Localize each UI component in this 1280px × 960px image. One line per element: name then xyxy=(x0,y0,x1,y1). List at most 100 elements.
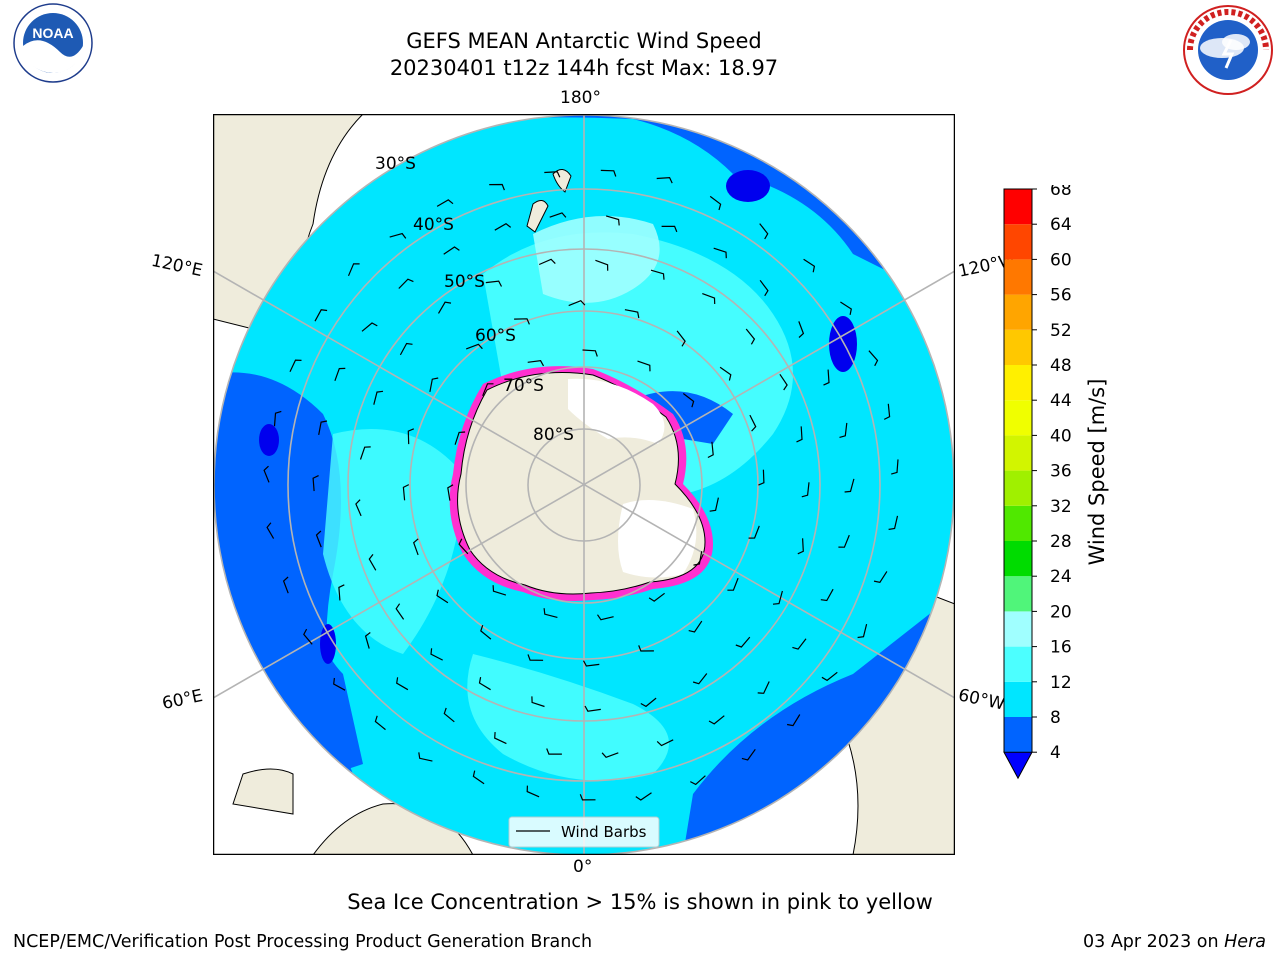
wind-barb xyxy=(709,195,722,211)
wind-barb xyxy=(579,794,596,801)
wind-barb xyxy=(347,263,360,277)
colorbar-tick-label: 16 xyxy=(1050,638,1072,658)
wind-barb xyxy=(757,681,770,694)
wind-barb xyxy=(494,222,512,231)
wind-barb xyxy=(786,714,801,727)
sea-ice-caption: Sea Ice Concentration > 15% is shown in … xyxy=(347,890,933,914)
wind-barb xyxy=(883,403,891,420)
map-title: GEFS MEAN Antarctic Wind Speed xyxy=(406,29,762,53)
wind-barb xyxy=(359,446,371,460)
small-landmasses xyxy=(526,169,572,233)
colorbar-tick-label: 60 xyxy=(1050,250,1072,270)
wind-barb xyxy=(648,592,665,602)
wind-barb xyxy=(600,169,617,177)
colorbar-extend-arrow xyxy=(1003,751,1033,780)
wind-barb xyxy=(355,499,362,517)
wind-barb xyxy=(361,322,378,332)
wind-barb xyxy=(549,212,567,218)
lon-label-60e: 60°E xyxy=(160,685,205,715)
wind-barb xyxy=(713,247,727,259)
wind-barb xyxy=(412,538,419,556)
wind-barb xyxy=(531,696,545,708)
wind-barb xyxy=(333,677,346,691)
wind-barb xyxy=(568,299,586,307)
wind-barb xyxy=(373,390,384,405)
wind-barb xyxy=(526,785,540,798)
wind-barb xyxy=(303,628,313,645)
wind-barb xyxy=(402,484,410,501)
noaa-logo-icon: NOAA xyxy=(0,2,106,84)
wind-barb xyxy=(538,258,556,266)
wind-barb xyxy=(702,293,716,305)
colorbar-segment xyxy=(1004,717,1032,753)
legend: Wind Barbs xyxy=(508,816,660,848)
wind-barb xyxy=(482,383,494,397)
wind-barb xyxy=(656,739,674,747)
wind-barb xyxy=(582,349,598,357)
lat-label-40s: 40°S xyxy=(413,215,454,235)
colorbar-segment xyxy=(1004,646,1032,682)
wind-barb xyxy=(839,422,848,438)
wind-barb xyxy=(273,410,282,427)
lon-label-60w: 60°W xyxy=(956,685,1007,715)
colorbar-segment xyxy=(1004,435,1032,471)
colorbar-tick-label: 36 xyxy=(1050,462,1072,482)
wind-barb xyxy=(436,589,449,604)
wind-barb xyxy=(688,620,703,633)
colorbar-tick-label: 12 xyxy=(1050,673,1072,693)
wind-barb xyxy=(374,715,386,731)
wind-barb xyxy=(676,330,686,347)
wind-barb xyxy=(527,654,544,661)
wind-barb xyxy=(758,469,765,486)
colorbar-tick-label: 48 xyxy=(1050,356,1072,376)
colorbar-segment xyxy=(1004,329,1032,365)
colorbar-segment xyxy=(1004,365,1032,401)
wind-barb xyxy=(605,215,620,226)
wind-barb xyxy=(338,584,345,601)
wind-barbs xyxy=(263,169,899,801)
wind-barb xyxy=(690,775,706,786)
map-subtitle: 20230401 t12z 144h fcst Max: 18.97 xyxy=(389,56,779,80)
footer-date: 03 Apr 2023 on Hera xyxy=(1083,932,1266,952)
wind-barb xyxy=(315,530,322,548)
wind-barb xyxy=(637,360,651,372)
wind-barb xyxy=(719,366,732,381)
wind-barb xyxy=(312,475,319,492)
colorbar-segment xyxy=(1004,224,1032,260)
colorbar-tick-label: 44 xyxy=(1050,391,1072,411)
wind-barb xyxy=(797,538,804,555)
wind-barb xyxy=(772,590,783,605)
wind-barb xyxy=(888,515,899,530)
wind-barb xyxy=(437,301,452,314)
noaa-logo-text: NOAA xyxy=(32,25,73,41)
wind-barb xyxy=(458,538,469,555)
wind-barb xyxy=(314,309,328,322)
wind-barb xyxy=(792,638,807,650)
lat-label-70s: 70°S xyxy=(503,376,544,396)
wind-barb xyxy=(282,576,289,594)
wind-barb xyxy=(692,673,708,685)
colorbar-tick-label: 68 xyxy=(1050,185,1072,200)
colorbar-tick-label: 64 xyxy=(1050,215,1072,235)
wind-barb xyxy=(891,459,899,475)
wind-barb xyxy=(429,377,439,393)
footer-credit: NCEP/EMC/Verification Post Processing Pr… xyxy=(13,932,593,952)
wind-barb xyxy=(708,715,725,725)
wind-barb xyxy=(749,414,757,432)
colorbar-tick-label: 4 xyxy=(1050,743,1061,763)
wind-barb xyxy=(650,269,665,280)
wind-barb xyxy=(447,484,454,501)
wind-barb xyxy=(396,677,409,691)
colorbar-tick-label: 40 xyxy=(1050,426,1072,446)
wind-barb xyxy=(527,360,545,367)
wind-barb xyxy=(601,752,619,759)
wind-barb xyxy=(821,671,838,682)
wind-barb xyxy=(868,350,879,367)
wind-barb xyxy=(661,225,678,233)
wind-barb xyxy=(584,705,601,712)
wind-barb xyxy=(597,614,614,621)
wind-barb xyxy=(635,792,652,801)
wind-barb xyxy=(485,280,503,287)
colorbar: 4 8 12 16 20 24 28 32 36 40 44 48 52 56 60 64 68 xyxy=(1000,180,1100,785)
wind-barb xyxy=(368,554,377,571)
